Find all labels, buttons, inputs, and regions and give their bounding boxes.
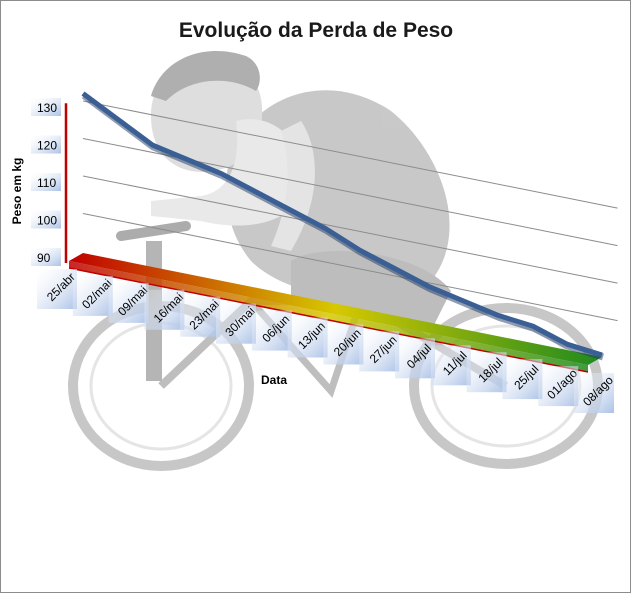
x-tick-02/mai: 02/mai: [72, 275, 114, 316]
cyclist-illustration: [68, 50, 603, 471]
y-tick-120: 120: [31, 135, 61, 154]
x-tick-27/jun: 27/jun: [359, 331, 400, 372]
y-tick-110: 110: [31, 173, 61, 191]
x-tick-box: [395, 338, 435, 379]
y-tick-90: 90: [31, 248, 61, 266]
y-tick-box: [31, 248, 61, 266]
y-tick-labels: 90 100 110 120 130: [31, 98, 61, 266]
y-axis-label: Peso em kg: [10, 158, 24, 225]
x-tick-box: [251, 310, 292, 351]
x-tick-box: [216, 303, 256, 344]
chart-title: Evolução da Perda de Peso: [179, 19, 453, 42]
gridline-100: [82, 213, 618, 322]
floor-gradient: [69, 253, 602, 365]
y-tick-label: 90: [37, 251, 51, 265]
y-tick-box: [31, 135, 61, 154]
y-tick-label: 110: [37, 176, 56, 190]
x-tick-13/jun: 13/jun: [287, 317, 328, 358]
x-tick-box: [574, 373, 614, 413]
x-tick-08/ago: 08/ago: [574, 373, 616, 413]
x-tick-30/mai: 30/mai: [216, 303, 258, 344]
y-tick-130: 130: [31, 98, 61, 116]
x-tick-25/jul: 25/jul: [502, 359, 543, 400]
y-tick-label: 120: [37, 139, 57, 153]
gridline-110: [82, 175, 618, 284]
y-tick-100: 100: [31, 210, 61, 229]
x-tick-labels: 25/abr 02/mai 09/mai 16/mai 23/mai 30/mai 06/j…: [37, 269, 616, 413]
floor-edge: [69, 261, 588, 372]
x-tick-box: [144, 289, 185, 330]
x-tick-11/jul: 11/jul: [430, 345, 471, 386]
x-tick-box: [538, 366, 579, 407]
x-axis-label: Data: [261, 373, 287, 387]
y-tick-label: 100: [37, 214, 57, 228]
x-tick-23/mai: 23/mai: [180, 296, 222, 337]
y-tick-box: [31, 98, 61, 116]
series-line: [81, 91, 605, 361]
floor-ribbon: [69, 253, 602, 372]
x-tick-20/jun: 20/jun: [323, 324, 364, 365]
series-line-0: [81, 91, 603, 358]
x-tick-04/jul: 04/jul: [395, 338, 435, 379]
y-tick-box: [31, 210, 61, 229]
x-tick-box: [502, 359, 543, 400]
y-tick-label: 130: [37, 101, 57, 115]
x-tick-box: [72, 275, 113, 316]
y-tick-box: [31, 173, 61, 191]
x-tick-box: [430, 345, 471, 386]
x-tick-box: [37, 269, 77, 309]
x-tick-box: [180, 296, 221, 337]
x-tick-09/mai: 09/mai: [108, 282, 150, 323]
x-tick-25/abr: 25/abr: [37, 269, 78, 309]
x-tick-box: [108, 282, 149, 323]
gridline-130: [82, 100, 618, 209]
x-tick-18/jul: 18/jul: [466, 352, 507, 393]
x-tick-box: [287, 317, 328, 358]
x-tick-06/jun: 06/jun: [251, 310, 292, 351]
x-tick-box: [359, 331, 400, 372]
x-tick-16/mai: 16/mai: [144, 289, 186, 330]
x-tick-box: [466, 352, 507, 393]
x-tick-box: [323, 324, 364, 365]
